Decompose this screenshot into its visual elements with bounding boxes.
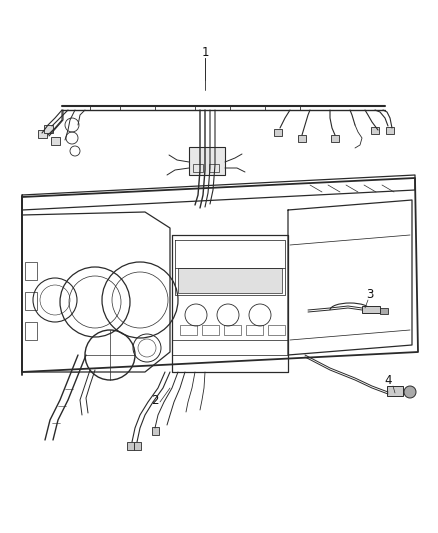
Bar bbox=[209, 164, 219, 172]
Bar bbox=[134, 442, 141, 450]
Bar bbox=[152, 427, 159, 435]
Bar bbox=[386, 127, 394, 134]
Bar bbox=[387, 386, 403, 396]
Bar bbox=[331, 135, 339, 142]
Bar bbox=[127, 442, 134, 450]
Bar bbox=[44, 125, 53, 133]
Bar bbox=[246, 325, 263, 335]
Bar bbox=[180, 325, 197, 335]
Bar bbox=[202, 325, 219, 335]
Text: 1: 1 bbox=[201, 45, 209, 59]
Bar bbox=[178, 268, 282, 293]
Bar bbox=[380, 308, 388, 314]
Bar bbox=[25, 292, 37, 310]
Circle shape bbox=[404, 386, 416, 398]
Bar bbox=[268, 325, 285, 335]
Text: 4: 4 bbox=[384, 374, 392, 386]
Text: 2: 2 bbox=[151, 393, 159, 407]
Bar bbox=[362, 306, 380, 313]
Bar bbox=[38, 130, 47, 138]
Text: 3: 3 bbox=[366, 288, 374, 302]
Bar bbox=[274, 129, 282, 136]
Bar bbox=[371, 127, 379, 134]
Bar bbox=[25, 322, 37, 340]
Bar bbox=[189, 147, 225, 175]
Bar bbox=[298, 135, 306, 142]
Bar bbox=[25, 262, 37, 280]
Bar bbox=[193, 164, 203, 172]
Bar bbox=[224, 325, 241, 335]
Bar bbox=[51, 137, 60, 145]
